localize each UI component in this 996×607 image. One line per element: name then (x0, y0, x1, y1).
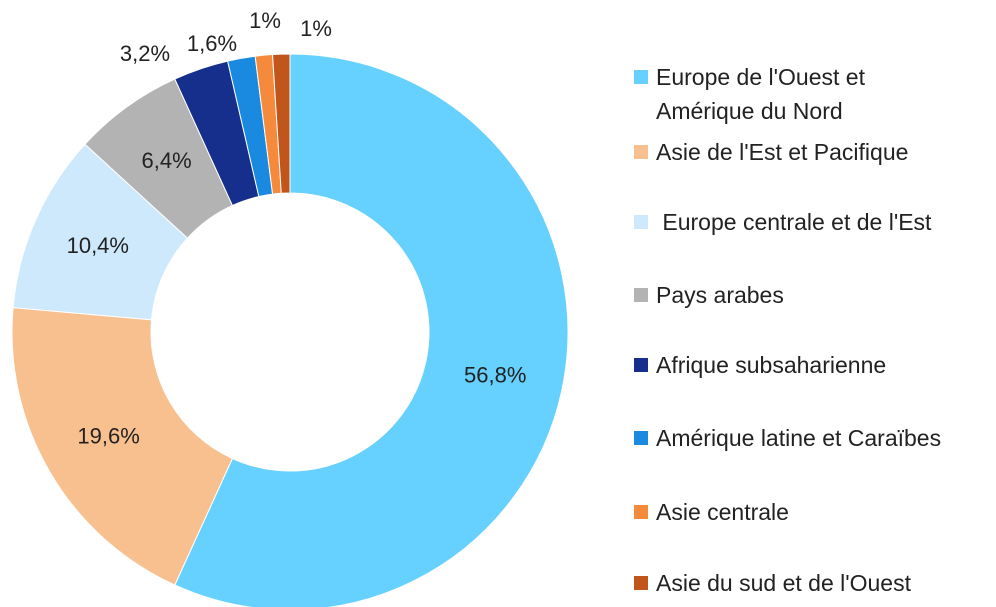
legend-swatch (634, 145, 648, 159)
legend-swatch (634, 70, 648, 84)
data-label: 6,4% (141, 148, 191, 173)
donut-slice (174, 53, 569, 607)
legend-swatch (634, 215, 648, 229)
donut-slice (272, 53, 291, 194)
legend-label: Asie centrale (656, 499, 789, 525)
legend-label: Europe de l'Ouest et Amérique du Nord (656, 64, 871, 124)
data-label: 3,2% (120, 41, 170, 66)
legend-label: Pays arabes (656, 282, 784, 308)
data-label: 1,6% (187, 31, 237, 56)
data-label: 10,4% (67, 233, 129, 258)
legend-swatch (634, 288, 648, 302)
data-label: 19,6% (77, 424, 139, 449)
legend-item: Europe centrale et de l'Est (634, 205, 984, 239)
donut-slice (11, 307, 234, 586)
legend-item: Asie centrale (634, 495, 984, 529)
chart: 56,8% 19,6% 10,4% 6,4% 3,2% 1,6% 1% 1% (11, 8, 569, 607)
legend-swatch (634, 358, 648, 372)
legend-label: Asie du sud et de l'Ouest (656, 570, 911, 596)
data-label: 1% (300, 16, 332, 41)
legend-item: Europe de l'Ouest et Amérique du Nord (634, 60, 924, 128)
legend-label: Europe centrale et de l'Est (656, 209, 932, 235)
data-label: 56,8% (464, 362, 526, 387)
legend-item: Asie du sud et de l'Ouest (634, 566, 984, 600)
legend-label: Asie de l'Est et Pacifique (656, 139, 909, 165)
data-label: 1% (249, 8, 281, 33)
legend-item: Pays arabes (634, 278, 984, 312)
legend-item: Amérique latine et Caraïbes (634, 421, 984, 455)
legend-swatch (634, 505, 648, 519)
legend-swatch (634, 576, 648, 590)
legend-item: Asie de l'Est et Pacifique (634, 135, 984, 169)
legend-item: Afrique subsaharienne (634, 348, 984, 382)
legend-label: Amérique latine et Caraïbes (656, 425, 942, 451)
legend-label: Afrique subsaharienne (656, 352, 887, 378)
legend-swatch (634, 431, 648, 445)
